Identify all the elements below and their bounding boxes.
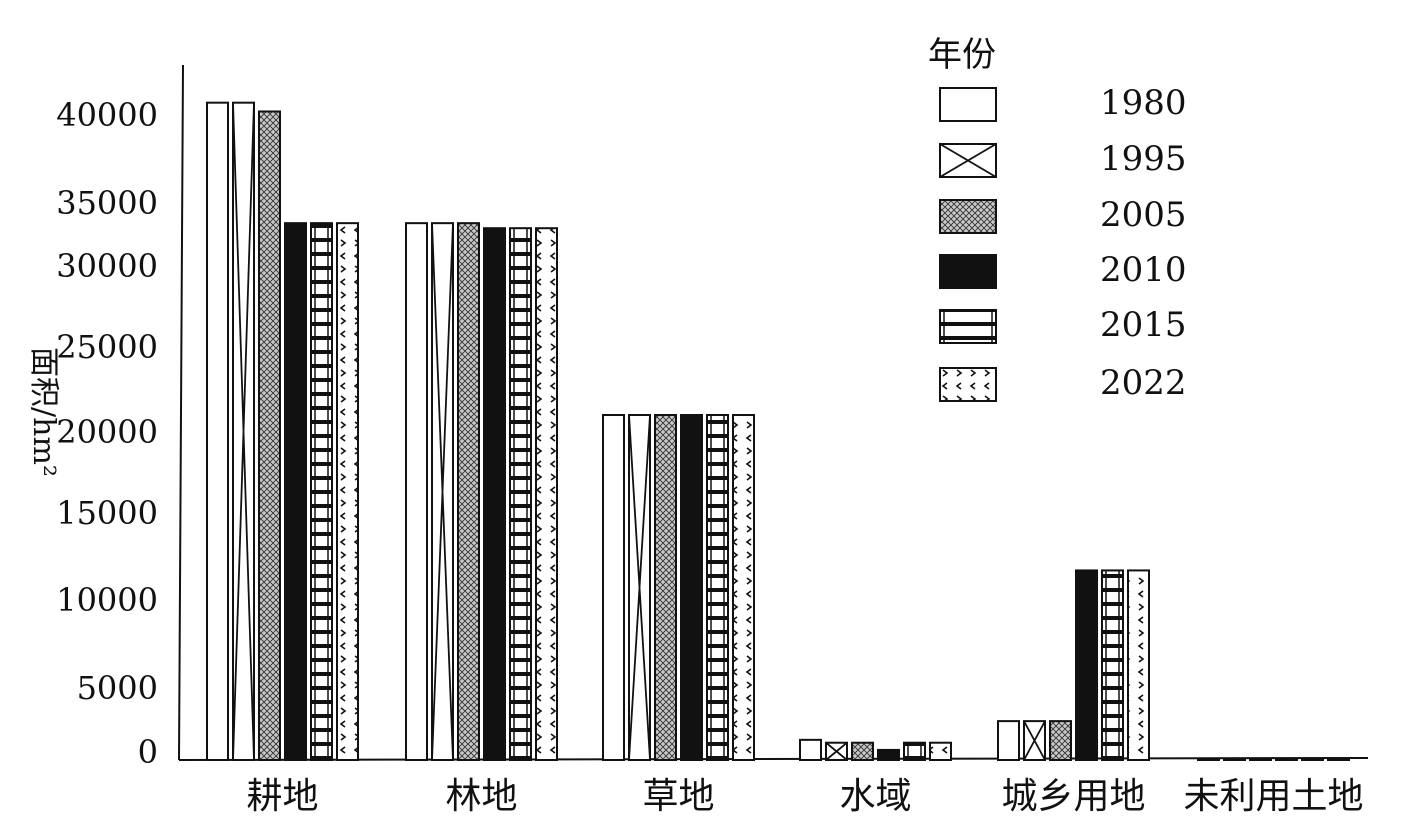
bar-2022 [336,222,359,762]
bar-2010 [680,414,703,761]
y-tick-label: 0 [138,733,158,771]
bar-2015-inner [907,741,922,761]
bar-1995-cross [232,102,255,761]
y-tick-label: 10000 [56,581,158,619]
bar-group [602,414,755,761]
bar-1995 [1223,757,1246,761]
legend-label: 1980 [1100,83,1187,123]
x-tick-label: 耕地 [246,776,318,817]
bar-2010 [1275,757,1298,761]
legend-swatch-2005 [939,199,997,234]
y-tick-label: 25000 [56,328,158,366]
y-tick-labels: 0 5000 10000 15000 20000 25000 30000 35000 40000 [56,96,158,771]
legend-title: 年份 [928,35,996,75]
bar-1995-cross [1023,720,1046,761]
legend-swatch-1995-cross [939,143,997,178]
legend-swatch-2010 [939,254,997,289]
bar-2005 [258,110,281,762]
bar-2022 [1127,569,1150,761]
y-tick-label: 30000 [56,247,158,285]
bar-2022 [535,227,558,761]
bar-2005 [851,741,874,761]
x-tick-labels: 耕地 林地 草地 水域 城乡用地 未利用土地 [246,776,1363,817]
x-tick-label: 林地 [445,776,517,817]
legend-swatch-2015 [939,309,997,344]
legend-swatch-2015-inner [943,309,993,344]
bar-2005 [457,222,480,762]
bar-2015-inner [513,227,528,761]
bar-2010 [483,227,506,761]
bar-1980 [799,738,822,762]
legend-swatch-1980 [939,87,997,122]
x-tick-label: 未利用土地 [1183,776,1363,817]
legend-label: 1995 [1100,139,1187,179]
bar-2005 [654,414,677,761]
bar-2010 [284,222,307,762]
bar-1995-cross [431,223,454,761]
bar-group [997,569,1150,761]
bar-1995-cross [825,742,848,761]
bar-1980 [206,101,229,762]
bar-2015 [706,414,729,761]
bar-2015 [1101,569,1124,761]
bar-2022 [1327,757,1350,761]
bar-group [1197,757,1350,761]
y-tick-label: 35000 [56,184,158,222]
y-axis-label: 面积/hm² [26,347,61,477]
y-tick-label: 5000 [77,669,158,707]
bar-2015-inner [1305,757,1320,761]
y-tick-label: 15000 [56,494,158,532]
bar-2015 [903,741,926,761]
bar-2010 [1075,569,1098,761]
bar-1980 [997,720,1020,761]
bar-2015-inner [710,414,725,761]
y-axis-line [178,64,184,761]
legend-label: 2022 [1100,363,1187,403]
x-tick-label: 水域 [839,776,911,817]
bars [206,101,1350,762]
bar-2010 [877,748,900,761]
legend-label: 2010 [1100,250,1187,290]
x-tick-label: 草地 [642,776,714,817]
bar-group [405,222,558,762]
y-tick-label: 20000 [56,413,158,451]
x-axis: 耕地 林地 草地 水域 城乡用地 未利用土地 [178,757,1369,817]
y-axis: 0 5000 10000 15000 20000 25000 30000 35000 40000… [26,64,184,771]
bar-group [206,101,359,762]
y-tick-label: 40000 [56,96,158,134]
legend-swatch-2022 [939,367,997,402]
legend-label: 2015 [1100,305,1187,345]
bar-2015 [310,222,333,762]
bar-group [799,738,952,762]
x-tick-label: 城乡用地 [1001,776,1145,817]
bar-2005 [1049,720,1072,761]
legend-label: 2005 [1100,195,1187,235]
bar-2005 [1249,757,1272,761]
bar-1980 [1197,757,1220,761]
bar-2015 [509,227,532,761]
bar-1980 [405,222,428,762]
x-axis-line [178,757,1369,761]
legend: 年份 1980 1995 2005 2010 2015 2022 [928,35,1187,403]
bar-1980 [602,414,625,761]
bar-2015-inner [1105,569,1120,761]
bar-2015-inner [314,222,329,761]
bar-2022 [929,741,952,761]
bar-1995-cross [628,414,651,761]
bar-2022 [732,414,755,761]
